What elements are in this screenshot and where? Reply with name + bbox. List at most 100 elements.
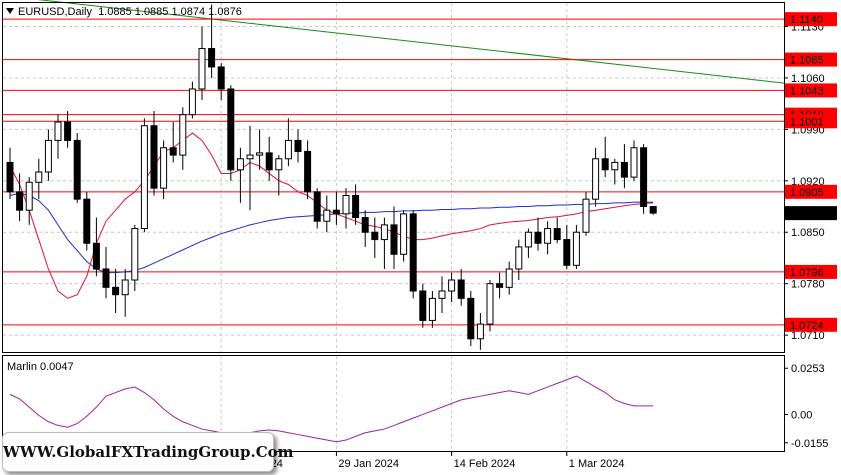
candle-body [342, 195, 350, 215]
current-price-label: 1.0876 [790, 208, 824, 220]
candle [217, 63, 225, 100]
level-price-label: 1.0796 [790, 267, 824, 279]
candle [150, 111, 158, 196]
candle [524, 228, 532, 258]
y-tick-label: 1.1060 [791, 73, 825, 85]
trend-line [37, 0, 785, 84]
candle-body [332, 209, 340, 215]
candle [313, 188, 321, 229]
level-price-box [785, 114, 837, 129]
candle-body [524, 231, 532, 248]
candle [400, 210, 408, 262]
candle [371, 217, 379, 258]
candle-body [208, 48, 216, 68]
candle [390, 206, 398, 269]
candle-body [649, 206, 657, 214]
candle-body [448, 279, 456, 292]
candle-body [160, 147, 168, 189]
candle [553, 217, 561, 244]
candle-body [563, 239, 571, 266]
candle [611, 158, 619, 185]
candle-body [169, 147, 177, 156]
candle-body [227, 88, 235, 171]
candle [361, 210, 369, 247]
candle [121, 268, 129, 317]
candle-body [236, 158, 244, 171]
candle [198, 26, 206, 100]
candle-body [544, 228, 552, 244]
indicator-tick-label: -0.0155 [791, 438, 828, 450]
candle-body [486, 283, 494, 325]
candle [284, 118, 292, 167]
candle-body [534, 231, 542, 244]
candle-body [496, 283, 504, 288]
candle [160, 140, 168, 200]
candle-body [476, 323, 484, 340]
candle-body [304, 150, 312, 193]
candle [409, 210, 417, 299]
candle [236, 147, 244, 203]
y-tick-label: 1.0780 [791, 279, 825, 291]
candle [227, 85, 235, 181]
indicator-panel-frame [2, 355, 785, 452]
candle [438, 276, 446, 314]
candle-body [188, 88, 196, 116]
symbol-header: EURUSD,Daily 1.0885 1.0885 1.0874 1.0876 [18, 6, 242, 18]
candle-body [505, 268, 513, 288]
candle [486, 279, 494, 332]
candle [572, 224, 580, 269]
trend-line-segment [37, 0, 785, 84]
candle-body [361, 217, 369, 233]
candle-body [54, 121, 62, 141]
candle [640, 144, 648, 214]
candle-body [467, 297, 475, 340]
candle-body [572, 231, 580, 266]
level-price-box [785, 52, 837, 67]
candle-body [352, 195, 360, 219]
level-price-label: 1.1085 [790, 55, 824, 67]
candle-body [25, 181, 33, 211]
candle [140, 118, 148, 233]
candle-body [294, 139, 302, 152]
candle [534, 217, 542, 251]
candle [428, 291, 436, 328]
candle [83, 191, 91, 251]
candle-body [515, 246, 523, 270]
candle [294, 129, 302, 163]
candle-body [256, 152, 264, 156]
candle [582, 191, 590, 236]
candle-body [371, 231, 379, 241]
candle-body [409, 213, 417, 292]
dropdown-triangle-icon[interactable] [6, 8, 14, 14]
y-tick-label: 1.0710 [791, 330, 825, 342]
candle [476, 313, 484, 350]
candle-body [112, 286, 120, 296]
level-price-box [785, 264, 837, 279]
candle [35, 158, 43, 200]
candle [601, 136, 609, 178]
candle-body [198, 48, 206, 90]
candle-body [131, 228, 139, 281]
candle [304, 140, 312, 200]
candle [505, 261, 513, 295]
candle-body [582, 198, 590, 233]
candle-body [92, 242, 100, 270]
candle-body [630, 147, 638, 178]
candle [73, 133, 81, 203]
candle-body [601, 158, 609, 171]
candle [102, 246, 110, 299]
x-tick-label: 1 Mar 2024 [569, 458, 625, 470]
indicator-panel: 0.0253 0.00 -0.0155 [9, 363, 828, 450]
candle [188, 81, 196, 119]
candle [179, 107, 187, 170]
candle-body [400, 213, 408, 255]
candle-body [592, 158, 600, 200]
candle-body [102, 268, 110, 288]
candle-body [64, 121, 72, 141]
level-price-box [785, 317, 837, 332]
candle [64, 111, 72, 148]
candle [16, 173, 24, 222]
candle-body [83, 198, 91, 244]
candles [6, 4, 657, 350]
